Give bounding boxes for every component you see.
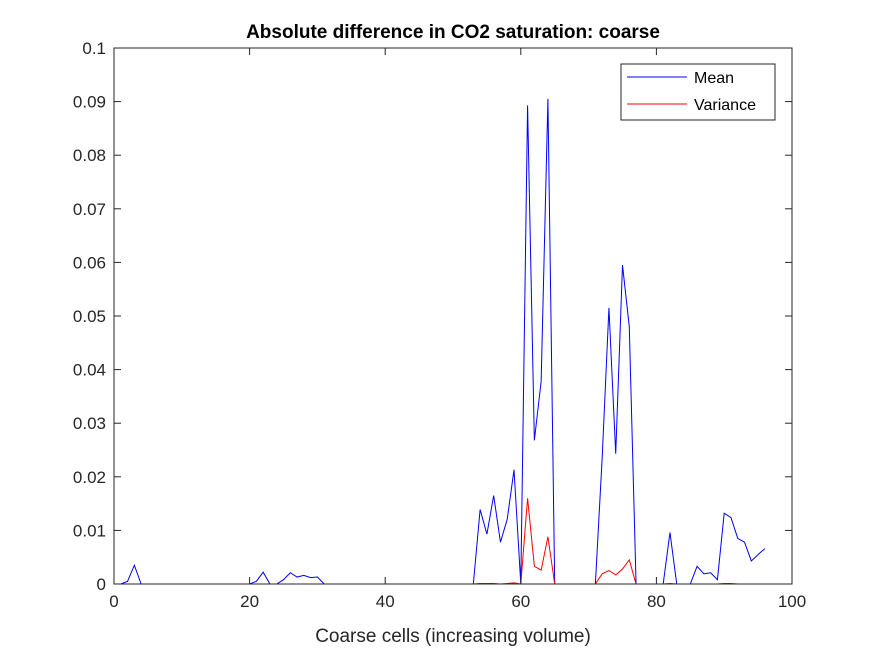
y-tick-label: 0.1: [82, 39, 106, 58]
x-tick-label: 20: [240, 592, 259, 611]
chart-title: Absolute difference in CO2 saturation: c…: [246, 22, 660, 43]
y-tick-label: 0.08: [73, 146, 106, 165]
x-axis: 0 20 40 60 80 100: [109, 48, 806, 611]
y-tick-label: 0.09: [73, 93, 106, 112]
y-tick-label: 0.02: [73, 468, 106, 487]
y-tick-label: 0.07: [73, 200, 106, 219]
plot-area: [114, 48, 792, 584]
y-tick-label: 0.06: [73, 253, 106, 272]
x-tick-label: 80: [647, 592, 666, 611]
x-tick-label: 60: [511, 592, 530, 611]
legend-label-mean: Mean: [694, 70, 734, 87]
x-tick-label: 100: [778, 592, 806, 611]
x-tick-label: 0: [109, 592, 118, 611]
x-tick-label: 40: [376, 592, 395, 611]
y-tick-label: 0: [97, 575, 106, 594]
legend-box: [620, 63, 776, 121]
legend-label-variance: Variance: [694, 97, 756, 114]
x-axis-label: Coarse cells (increasing volume): [315, 626, 591, 647]
y-tick-label: 0.01: [73, 521, 106, 540]
y-tick-label: 0.05: [73, 307, 106, 326]
y-tick-label: 0.04: [73, 361, 106, 380]
y-axis: 0 0.01 0.02 0.03 0.04 0.05 0.06 0.07 0.08 0.09 0.1: [73, 39, 792, 594]
legend: Mean Variance: [620, 63, 776, 121]
y-tick-label: 0.03: [73, 414, 106, 433]
